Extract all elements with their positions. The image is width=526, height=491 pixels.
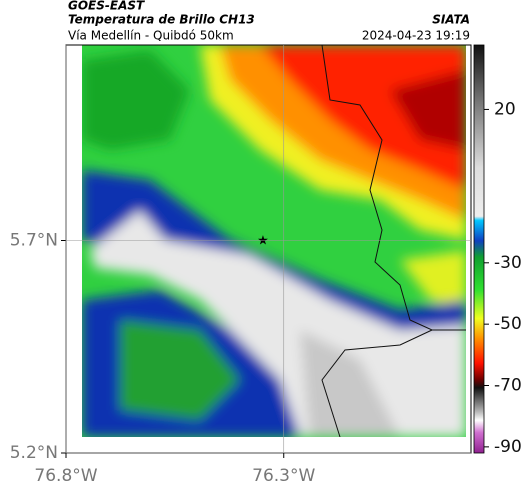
marker: ★: [257, 234, 269, 249]
lat-tick-label: 5.7°N: [10, 231, 58, 251]
lat-tick-label: 5.2°N: [10, 443, 58, 463]
colorbar-tick-label: -70: [494, 376, 522, 396]
colorbar-tick-label: -30: [494, 253, 522, 273]
colorbar-tick-label: -50: [494, 314, 522, 334]
timestamp: 2024-04-23 19:19: [362, 29, 470, 43]
lon-tick-label: 76.3°W: [252, 466, 315, 486]
colorbar: [473, 44, 485, 454]
route: Vía Medellín - Quibdó 50km: [68, 29, 234, 43]
colorbar-tick-label: -90: [494, 437, 522, 457]
colorbar-tick-label: 20: [494, 99, 516, 119]
source: SIATA: [432, 13, 470, 27]
subtitle: Temperatura de Brillo CH13: [68, 13, 255, 27]
lon-tick-label: 76.8°W: [34, 466, 97, 486]
title: GOES-EAST: [68, 0, 145, 13]
satellite-image: [82, 45, 466, 437]
